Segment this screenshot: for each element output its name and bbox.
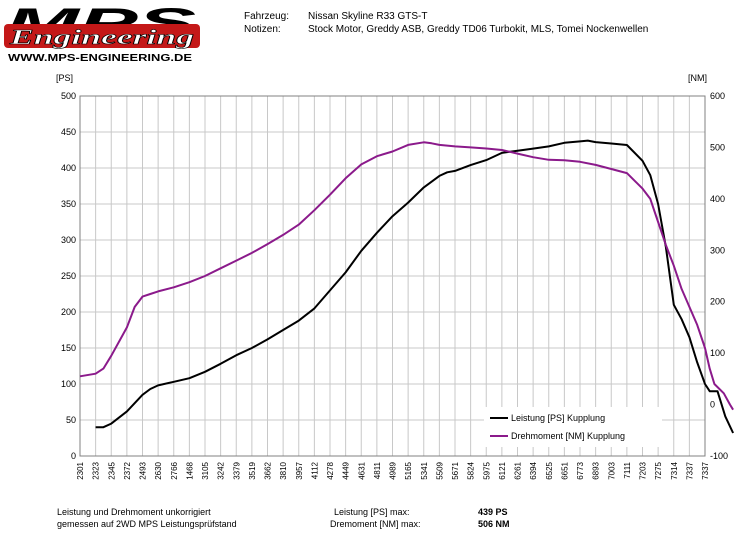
left-tick-label: 400 — [61, 163, 76, 173]
legend-label-torque: Drehmoment [NM] Kupplung — [511, 431, 625, 441]
x-tick-label: 2630 — [154, 461, 163, 479]
x-tick-label: 7275 — [654, 461, 663, 479]
x-tick-label: 2345 — [107, 461, 116, 479]
plot-frame — [79, 95, 706, 457]
x-tick-label: 7203 — [639, 461, 648, 479]
logo-script-text: Engineering — [8, 25, 194, 49]
x-tick-label: 4112 — [310, 461, 319, 479]
x-tick-label: 5671 — [451, 461, 460, 479]
mps-engineering-logo: MPS Engineering WWW.MPS-ENGINEERING.DE — [4, 2, 200, 64]
torque-max-value: 506 NM — [478, 519, 510, 529]
torque-curve-line — [79, 141, 734, 411]
x-tick-label: 2493 — [139, 461, 148, 479]
right-axis-ticks: -100 0 100 200 300 400 500 600 — [710, 91, 728, 461]
left-tick-label: 0 — [71, 451, 76, 461]
left-tick-label: 450 — [61, 127, 76, 137]
power-max-label: Leistung [PS] max: — [334, 507, 410, 517]
right-tick-label: 200 — [710, 297, 725, 307]
right-tick-label: -100 — [710, 451, 728, 461]
right-tick-label: 600 — [710, 91, 725, 101]
legend-box — [484, 407, 662, 447]
left-tick-label: 200 — [61, 307, 76, 317]
x-tick-label: 6773 — [576, 461, 585, 479]
footer-note-line1: Leistung und Drehmoment unkorrigiert — [57, 507, 211, 517]
right-tick-label: 500 — [710, 142, 725, 152]
right-tick-label: 300 — [710, 245, 725, 255]
left-axis-unit: [PS] — [56, 73, 73, 83]
torque-max-label: Dremoment [NM] max: — [330, 519, 421, 529]
series-layer — [79, 139, 735, 434]
x-tick-label: 3242 — [217, 461, 226, 479]
x-tick-label: 3105 — [201, 461, 210, 479]
x-tick-label: 4278 — [326, 461, 335, 479]
x-tick-label: 3957 — [295, 461, 304, 479]
legend-label-power: Leistung [PS] Kupplung — [511, 413, 605, 423]
x-tick-label: 6651 — [560, 461, 569, 479]
x-tick-label: 5824 — [467, 461, 476, 479]
logo-red-band — [4, 24, 200, 48]
x-tick-label: 5341 — [420, 461, 429, 479]
x-tick-label: 5165 — [404, 461, 413, 479]
x-tick-label: 7314 — [670, 461, 679, 479]
x-axis-ticks: 2301 2323 2345 2372 2493 2630 2766 1468 3105 3242… — [76, 461, 710, 479]
chart-legend: Leistung [PS] Kupplung Drehmoment [NM] K… — [484, 407, 662, 447]
left-axis-ticks: 0 50 100 150 200 250 300 350 400 450 500 — [61, 91, 76, 461]
logo-url-text: WWW.MPS-ENGINEERING.DE — [8, 53, 192, 64]
left-tick-label: 350 — [61, 199, 76, 209]
power-max-value: 439 PS — [478, 507, 508, 517]
x-tick-label: 5509 — [435, 461, 444, 479]
notes-value: Stock Motor, Greddy ASB, Greddy TD06 Tur… — [308, 24, 649, 35]
x-tick-label: 4449 — [342, 461, 351, 479]
power-curve-line — [95, 139, 735, 434]
left-tick-label: 250 — [61, 271, 76, 281]
x-tick-label: 3810 — [279, 461, 288, 479]
chart-grid — [79, 95, 706, 457]
left-tick-label: 50 — [66, 415, 76, 425]
right-tick-label: 0 — [710, 400, 715, 410]
left-tick-label: 500 — [61, 91, 76, 101]
left-tick-label: 150 — [61, 343, 76, 353]
x-tick-label: 6394 — [529, 461, 538, 479]
x-tick-label: 7111 — [623, 461, 632, 478]
x-tick-label: 4989 — [389, 461, 398, 479]
x-tick-label: 6261 — [514, 461, 523, 479]
right-axis-unit: [NM] — [688, 73, 707, 83]
x-tick-label: 1468 — [185, 461, 194, 479]
x-tick-label: 2766 — [170, 461, 179, 479]
x-tick-label: 6525 — [545, 461, 554, 479]
x-tick-label: 6893 — [592, 461, 601, 479]
x-tick-label: 3519 — [248, 461, 257, 479]
x-tick-label: 7337 — [701, 461, 710, 479]
notes-label: Notizen: — [244, 24, 281, 35]
left-tick-label: 300 — [61, 235, 76, 245]
x-tick-label: 7337 — [685, 461, 694, 479]
x-tick-label: 6121 — [498, 461, 507, 479]
x-tick-label: 4631 — [357, 461, 366, 479]
x-tick-label: 5975 — [482, 461, 491, 479]
x-tick-label: 7003 — [607, 461, 616, 479]
x-tick-label: 2372 — [123, 461, 132, 479]
x-tick-label: 3379 — [232, 461, 241, 479]
x-tick-label: 2301 — [76, 461, 85, 479]
x-tick-label: 3662 — [264, 461, 273, 479]
x-tick-label: 2323 — [92, 461, 101, 479]
left-tick-label: 100 — [61, 379, 76, 389]
right-tick-label: 400 — [710, 194, 725, 204]
vehicle-label: Fahrzeug: — [244, 11, 290, 22]
x-tick-label: 4811 — [373, 461, 382, 479]
vehicle-value: Nissan Skyline R33 GTS-T — [308, 11, 428, 22]
right-tick-label: 100 — [710, 348, 725, 358]
footer-note-line2: gemessen auf 2WD MPS Leistungsprüfstand — [57, 519, 237, 529]
